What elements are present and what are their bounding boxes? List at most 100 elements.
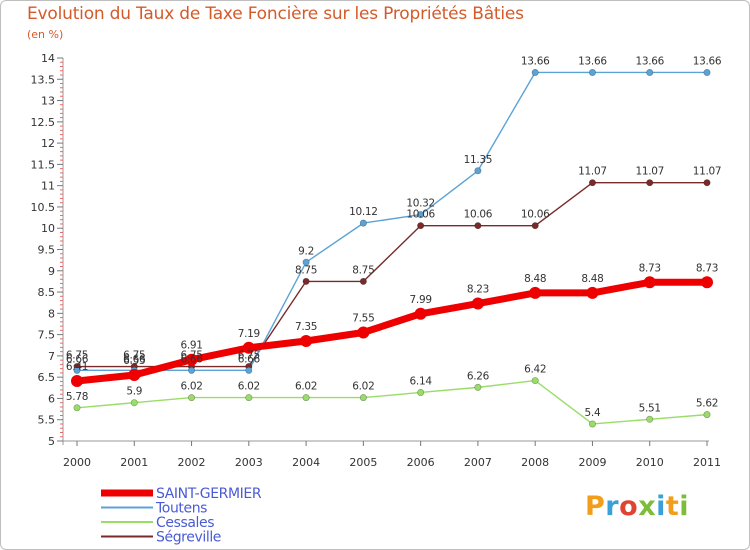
data-point (417, 388, 425, 396)
y-tick-label: 13 (41, 95, 55, 108)
data-label: 7.19 (238, 328, 260, 340)
data-point (588, 420, 596, 428)
data-label: 6.02 (352, 381, 374, 393)
data-point (643, 276, 656, 289)
series-line-toutens (76, 71, 708, 372)
data-label: 13.66 (635, 55, 664, 67)
data-label: 6.75 (180, 350, 202, 362)
data-label: 8.75 (295, 264, 317, 276)
y-tick-label: 11 (41, 180, 55, 193)
y-tick-label: 12 (41, 137, 55, 150)
data-point (357, 326, 370, 339)
data-point (646, 179, 654, 187)
y-tick-label: 10.5 (31, 201, 56, 214)
data-label: 8.75 (352, 264, 374, 276)
y-tick-label: 5.5 (38, 414, 56, 427)
data-label: 7.99 (410, 294, 432, 306)
data-label: 7.55 (352, 312, 374, 324)
data-label: 6.02 (180, 381, 202, 393)
series-line-s-greville (76, 181, 708, 368)
data-point (474, 383, 482, 391)
y-tick-label: 9.5 (38, 244, 56, 257)
data-point (130, 399, 138, 407)
x-tick-label: 2000 (63, 456, 91, 469)
logo-letter: o (619, 491, 639, 522)
data-point (414, 307, 427, 320)
x-tick-label: 2006 (407, 456, 435, 469)
data-point (703, 411, 711, 419)
data-point (588, 68, 596, 76)
y-tick-label: 12.5 (31, 116, 56, 129)
y-tick-label: 13.5 (31, 73, 56, 86)
data-point (73, 404, 81, 412)
data-label: 9.2 (298, 245, 314, 257)
data-point (359, 219, 367, 227)
data-point (359, 394, 367, 402)
data-point (359, 277, 367, 285)
data-label: 10.12 (349, 206, 378, 218)
data-label: 6.66 (123, 353, 146, 365)
data-label: 6.66 (238, 353, 261, 365)
data-point (128, 369, 141, 382)
legend-label: Toutens (155, 501, 207, 517)
data-label: 6.75 (66, 350, 88, 362)
y-tick-label: 6 (48, 392, 55, 405)
logo-letter: t (665, 491, 680, 522)
axes: 5 5.5 6 6.5 7 7.5 8 8.5 9 9.5 10 10.5 11 11.5 12 12.5 13… (31, 52, 722, 469)
logo-letter: i (679, 491, 690, 522)
data-point (646, 68, 654, 76)
series-points (71, 68, 713, 428)
data-point (300, 334, 313, 347)
data-label: 10.06 (521, 209, 550, 221)
data-point (417, 222, 425, 230)
data-label: 10.32 (406, 198, 435, 210)
data-point (531, 222, 539, 230)
data-label: 13.66 (693, 55, 722, 67)
data-label: 5.62 (696, 398, 718, 410)
data-label: 6.14 (410, 375, 433, 387)
data-label: 6.66 (180, 353, 203, 365)
data-label: 11.07 (578, 166, 607, 178)
data-label: 6.41 (66, 361, 88, 373)
data-label: 6.66 (66, 353, 89, 365)
x-tick-label: 2003 (235, 456, 263, 469)
data-label: 8.23 (467, 284, 489, 296)
series-labels: 6.41 6.55 6.91 7.19 7.35 7.55 7.99 8.23 8.48 8.48… (66, 55, 722, 419)
data-point (71, 374, 83, 387)
legend-label: Cessales (156, 515, 214, 531)
legend-label: Ségreville (156, 530, 221, 546)
y-tick-label: 6.5 (38, 371, 56, 384)
data-point (302, 394, 310, 402)
data-point (701, 276, 713, 289)
logo-letter: P (585, 491, 606, 522)
data-point (188, 394, 196, 402)
data-label: 8.48 (524, 273, 546, 285)
chart-subtitle: (en %) (27, 28, 64, 41)
data-label: 6.42 (524, 364, 546, 376)
data-label: 13.66 (521, 55, 550, 67)
data-point (302, 277, 310, 285)
proxiti-logo: Proxiti (585, 491, 689, 522)
data-label: 5.9 (126, 386, 142, 398)
x-tick-label: 2001 (120, 456, 148, 469)
y-tick-label: 7.5 (38, 329, 56, 342)
data-label: 8.73 (639, 262, 661, 274)
x-tick-label: 2011 (693, 456, 721, 469)
data-point (474, 167, 482, 175)
data-label: 6.02 (295, 381, 317, 393)
data-label: 6.75 (238, 350, 260, 362)
data-label: 6.75 (123, 350, 145, 362)
data-label: 10.06 (406, 209, 435, 221)
data-point (245, 366, 253, 374)
data-point (185, 353, 198, 366)
data-point (588, 179, 596, 187)
y-tick-label: 10 (41, 222, 55, 235)
y-tick-label: 14 (41, 52, 55, 65)
data-label: 6.55 (123, 355, 145, 367)
y-tick-label: 7 (48, 350, 55, 363)
series-line-saint-germier (73, 278, 711, 385)
y-tick-label: 8 (48, 307, 55, 320)
data-point (703, 179, 711, 187)
